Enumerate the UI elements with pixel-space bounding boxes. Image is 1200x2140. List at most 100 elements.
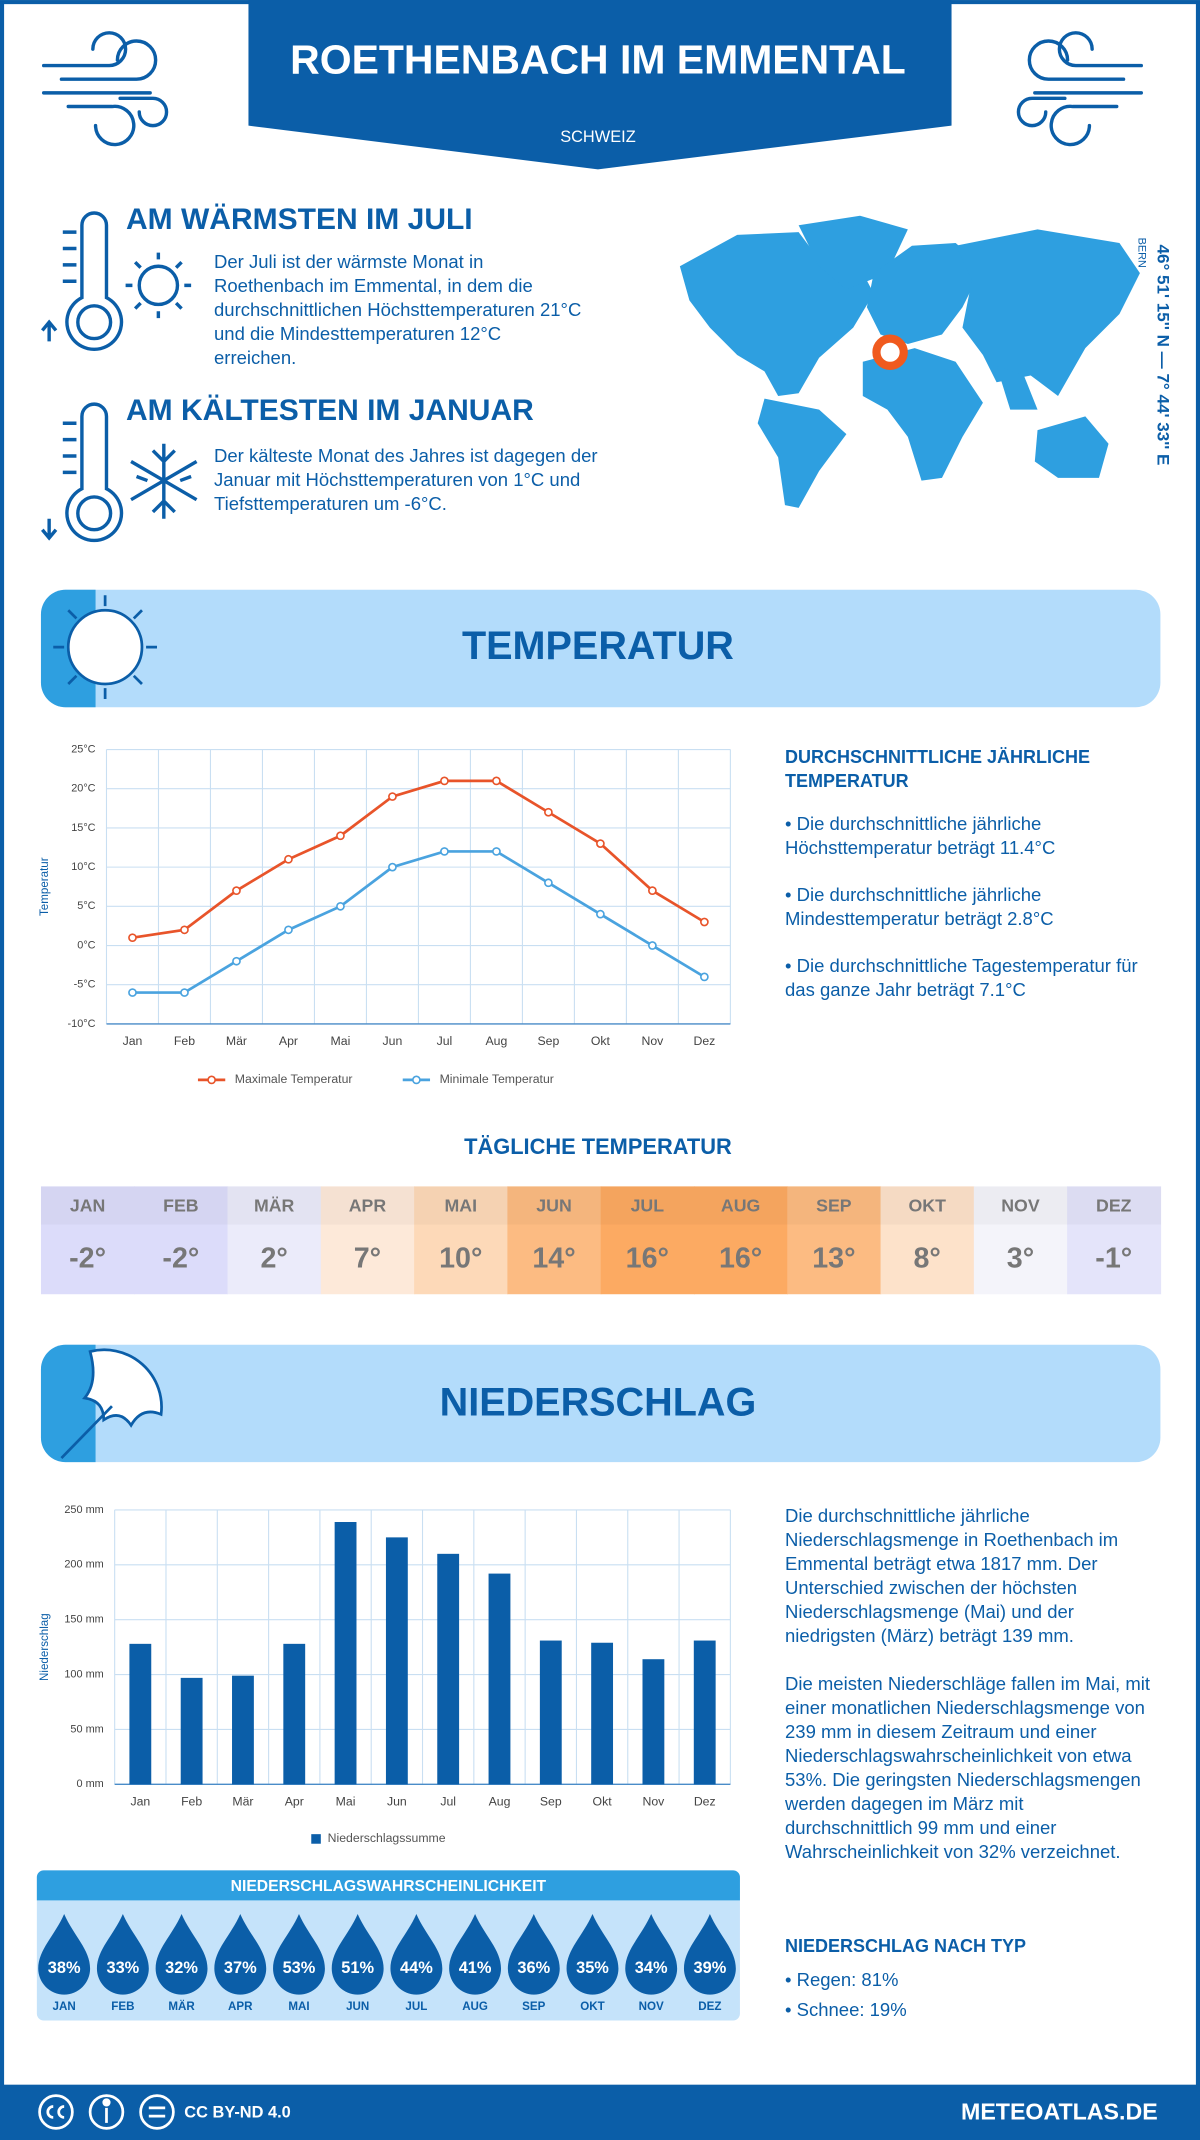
month-label: NOV: [1001, 1196, 1040, 1216]
point: [544, 878, 553, 888]
month-cell: [787, 1186, 882, 1295]
y-tick-label: 10°C: [71, 861, 95, 873]
page-subtitle: SCHWEIZ: [560, 128, 636, 146]
bar: [180, 1677, 203, 1785]
month-label: FEB: [163, 1196, 198, 1216]
point: [336, 901, 345, 911]
y-tick-label: 150 mm: [64, 1614, 103, 1626]
point: [388, 792, 397, 801]
precipitation-type-item: • Schnee: 19%: [785, 1999, 907, 2020]
probability-month: NOV: [639, 2000, 664, 2013]
month-label: JAN: [70, 1196, 105, 1216]
drop: [566, 1914, 619, 1995]
x-tick-label: Okt: [593, 1794, 613, 1808]
x-tick-label: Apr: [285, 1794, 304, 1808]
legend-label: Minimale Temperatur: [440, 1072, 554, 1086]
bar: [488, 1573, 511, 1785]
probability-month: FEB: [111, 2000, 134, 2013]
y-tick-label: 15°C: [71, 822, 95, 834]
y-tick-label: 50 mm: [70, 1723, 103, 1735]
section-title: NIEDERSCHLAG: [440, 1380, 757, 1424]
probability-value: 39%: [694, 1959, 727, 1977]
x-tick-label: Aug: [486, 1034, 508, 1048]
probability-month: MAI: [288, 2000, 309, 2013]
month-cell: [507, 1186, 602, 1295]
point: [336, 831, 345, 841]
y-tick-label: 5°C: [77, 900, 95, 912]
month-temperature: 16°: [719, 1243, 762, 1275]
legend-swatch: [311, 1834, 321, 1844]
drop: [273, 1914, 325, 1995]
point: [440, 847, 449, 856]
point: [544, 807, 553, 817]
y-tick-label: 25°C: [71, 743, 95, 755]
probability-value: 44%: [400, 1959, 433, 1977]
x-tick-label: Mai: [336, 1794, 356, 1808]
drop: [331, 1914, 384, 1995]
x-tick-label: Feb: [174, 1034, 195, 1048]
daily-temperature-title: TÄGLICHE TEMPERATUR: [464, 1134, 732, 1159]
header-banner: [248, 0, 952, 170]
month-temperature: -2°: [162, 1243, 199, 1275]
month-cell: [600, 1186, 695, 1295]
x-tick-label: Jun: [387, 1794, 407, 1808]
temperature-banner: [40, 589, 1161, 708]
month-label: SEP: [816, 1196, 852, 1216]
x-tick-label: Dez: [694, 1794, 716, 1808]
point: [232, 956, 241, 966]
license: CC BY-ND 4.0: [184, 2104, 290, 2122]
annual-item: • Die durchschnittliche jährliche Höchst…: [785, 813, 1056, 858]
x-tick-label: Jan: [130, 1794, 150, 1808]
probability-value: 53%: [283, 1959, 316, 1977]
probability-month: JAN: [53, 2000, 76, 2013]
bar: [385, 1537, 408, 1785]
x-tick-label: Sep: [537, 1034, 559, 1048]
sun-icon: [53, 595, 157, 700]
precipitation-type-item: • Regen: 81%: [785, 1969, 899, 1990]
y-axis-label: Temperatur: [38, 857, 51, 916]
y-axis-label: Niederschlag: [38, 1613, 51, 1681]
bar: [693, 1640, 716, 1785]
probability-value: 38%: [48, 1959, 81, 1977]
point: [648, 886, 657, 896]
y-tick-label: 200 mm: [64, 1559, 103, 1571]
umbrella-icon: [60, 1348, 163, 1460]
point: [128, 933, 137, 943]
point: [128, 988, 137, 997]
x-tick-label: Apr: [279, 1034, 298, 1048]
month-cell: [1067, 1186, 1162, 1295]
month-label: DEZ: [1096, 1196, 1132, 1216]
bar: [232, 1675, 254, 1785]
point: [232, 886, 241, 896]
bar: [437, 1553, 460, 1785]
precipitation-banner: [40, 1344, 1161, 1463]
annual-temperature-list: • Die durchschnittliche jährliche Höchst…: [785, 812, 1150, 1025]
month-temperature: -1°: [1095, 1243, 1132, 1275]
legend-label: Maximale Temperatur: [235, 1072, 353, 1086]
line: [132, 779, 706, 940]
x-tick-label: Dez: [693, 1034, 715, 1048]
annual-item: • Die durchschnittliche jährliche Mindes…: [785, 884, 1054, 929]
probability-box: [36, 1870, 740, 2021]
page-title: ROETHENBACH IM EMMENTAL: [290, 37, 906, 83]
y-tick-label: 100 mm: [64, 1668, 103, 1680]
point: [284, 854, 293, 864]
site-name: METEOATLAS.DE: [961, 2098, 1158, 2124]
month-temperature: 14°: [532, 1243, 575, 1275]
wind-icon: [41, 31, 1144, 147]
probability-month: OKT: [580, 2000, 604, 2013]
paragraph: Die durchschnittliche jährliche Niedersc…: [785, 1505, 1119, 1646]
point: [492, 847, 501, 856]
annual-temperature-title: DURCHSCHNITTLICHE JÄHRLICHE TEMPERATUR: [785, 747, 1090, 791]
probability-value: 34%: [635, 1959, 668, 1977]
month-label: MAI: [444, 1196, 477, 1216]
month-label: OKT: [908, 1196, 946, 1216]
coordinates: 46° 51' 15'' N — 7° 44' 33'' E: [1153, 245, 1172, 466]
coldest-title: AM KÄLTESTEN IM JANUAR: [126, 394, 534, 427]
month-cell: [693, 1186, 788, 1295]
x-tick-label: Mär: [232, 1794, 253, 1808]
probability-month: SEP: [522, 2000, 545, 2013]
probability-value: 36%: [517, 1959, 550, 1977]
x-tick-label: Jul: [440, 1794, 456, 1808]
